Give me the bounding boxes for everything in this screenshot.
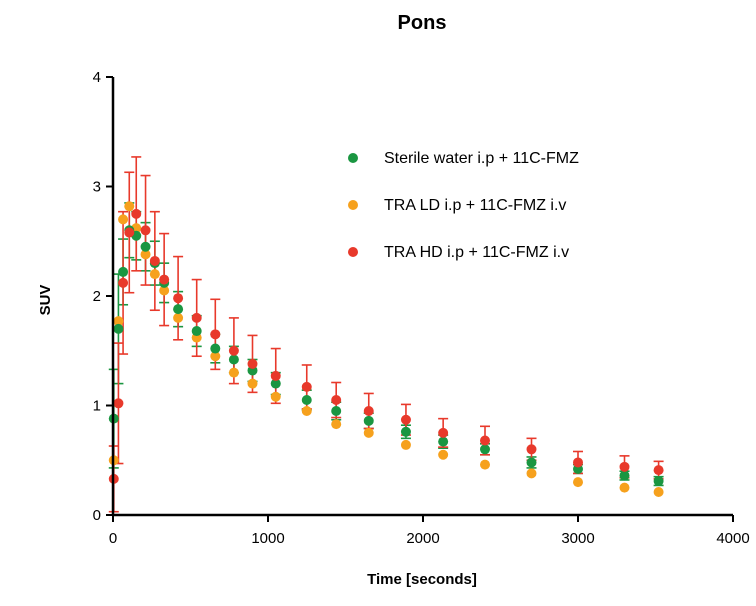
x-tick-label: 3000: [561, 530, 594, 547]
data-point: [400, 426, 411, 437]
data-point: [301, 395, 312, 406]
data-point: [113, 316, 124, 327]
x-tick-label: 1000: [251, 530, 284, 547]
data-point: [301, 381, 312, 392]
legend-label: TRA LD i.p + 11C-FMZ i.v: [384, 197, 566, 214]
data-point: [270, 378, 281, 389]
data-point: [619, 461, 630, 472]
data-point: [113, 323, 124, 334]
data-point: [480, 444, 490, 455]
data-point: [173, 304, 184, 315]
data-point: [149, 269, 160, 280]
data-point: [363, 415, 374, 426]
data-point: [331, 395, 342, 406]
data-point: [131, 208, 142, 219]
axes: 0 1000 2000 3000 4000 0 1 2 3 4: [93, 69, 750, 547]
legend-marker: [348, 153, 358, 163]
x-tick-label: 4000: [716, 530, 749, 547]
data-point: [247, 358, 258, 369]
x-axis-label: Time [seconds]: [367, 571, 477, 588]
data-point: [228, 354, 239, 365]
data-point: [191, 312, 202, 323]
data-point: [653, 476, 664, 487]
data-point: [653, 487, 664, 498]
y-tick-label: 1: [93, 398, 101, 415]
data-point: [619, 482, 630, 493]
data-point: [210, 351, 221, 362]
data-point: [140, 241, 151, 252]
x-tick-label: 2000: [406, 530, 439, 547]
data-point: [140, 249, 151, 260]
data-point: [118, 277, 129, 288]
data-point: [400, 414, 411, 425]
data-point: [331, 419, 342, 430]
data-point: [438, 449, 449, 460]
data-point: [526, 444, 537, 455]
legend-marker: [348, 200, 358, 210]
chart-title: Pons: [398, 12, 447, 34]
data-point: [159, 285, 170, 296]
data-point: [438, 436, 449, 447]
data-point: [400, 439, 411, 450]
y-tick-label: 3: [93, 179, 101, 196]
data-point: [270, 370, 281, 381]
data-point: [149, 255, 160, 266]
data-point: [228, 367, 239, 378]
data-point: [363, 405, 374, 416]
data-point: [247, 378, 258, 389]
data-point: [159, 274, 170, 285]
legend-label: Sterile water i.p + 11C-FMZ: [384, 150, 579, 167]
data-point: [480, 435, 490, 446]
y-tick-label: 0: [93, 507, 101, 524]
data-points: [108, 201, 664, 498]
data-point: [191, 326, 202, 337]
data-point: [118, 214, 129, 225]
data-point: [438, 427, 449, 438]
data-point: [363, 427, 374, 438]
y-tick-label: 2: [93, 288, 101, 305]
data-point: [124, 201, 135, 212]
data-point: [113, 398, 124, 409]
data-point: [210, 343, 221, 354]
data-point: [526, 468, 537, 479]
data-point: [331, 405, 342, 416]
x-tick-label: 0: [109, 530, 117, 547]
y-tick-label: 4: [93, 69, 101, 86]
legend: Sterile water i.p + 11C-FMZ TRA LD i.p + …: [348, 150, 579, 261]
data-point: [573, 457, 583, 468]
data-point: [140, 225, 151, 236]
data-point: [173, 293, 184, 304]
data-point: [270, 391, 281, 402]
legend-label: TRA HD i.p + 11C-FMZ i.v: [384, 244, 569, 261]
data-point: [228, 345, 239, 356]
data-point: [653, 465, 664, 476]
data-point: [619, 470, 630, 481]
data-point: [573, 477, 583, 488]
data-point: [301, 405, 312, 416]
data-point: [124, 227, 135, 238]
y-axis-label: SUV: [37, 285, 54, 316]
legend-marker: [348, 247, 358, 257]
data-point: [173, 312, 184, 323]
data-point: [118, 266, 129, 277]
data-point: [480, 459, 490, 470]
data-point: [526, 457, 537, 468]
data-point: [210, 329, 221, 340]
